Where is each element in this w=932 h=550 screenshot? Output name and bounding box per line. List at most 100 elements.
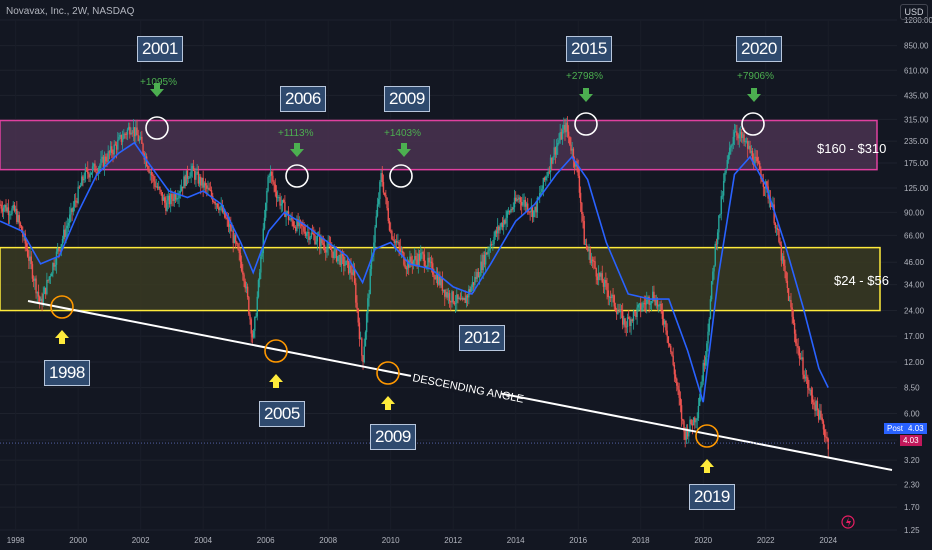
candle-body — [777, 227, 779, 231]
candle-body — [436, 274, 439, 285]
candle-body — [612, 294, 614, 296]
currency-button[interactable]: USD — [900, 4, 928, 20]
candle-body — [220, 205, 222, 207]
candle-body — [750, 150, 753, 153]
candle-body — [55, 251, 58, 265]
candle-body — [787, 287, 790, 301]
candle-body — [471, 282, 474, 288]
candle-body — [517, 199, 519, 200]
candle-body — [308, 231, 310, 240]
candle-body — [292, 221, 295, 227]
candle-body — [542, 177, 545, 189]
low-circle — [695, 424, 719, 448]
candle-body — [93, 163, 95, 167]
candle-body — [498, 226, 500, 231]
candle-body — [139, 136, 142, 139]
candle-body — [487, 250, 489, 255]
candle-body — [583, 221, 585, 245]
candle-body — [246, 286, 249, 298]
candle-body — [194, 171, 196, 180]
candle-body — [464, 297, 466, 303]
candle-body — [34, 278, 36, 281]
yellow-arrow-icon — [700, 459, 714, 473]
candle-body — [157, 186, 160, 189]
low-year-label: 2019 — [689, 484, 735, 510]
candle-body — [627, 317, 630, 319]
candle-body — [114, 144, 117, 146]
candle-body — [383, 192, 386, 195]
candle-body — [417, 253, 420, 266]
candle-body — [183, 176, 185, 189]
candle-body — [629, 318, 631, 326]
low-circle — [50, 295, 74, 319]
candle-body — [8, 214, 11, 216]
last-price-tag: 4.03 — [900, 435, 922, 446]
candle-body — [351, 272, 353, 275]
candle-body — [739, 131, 742, 135]
candle-body — [575, 161, 577, 167]
candle-body — [282, 200, 285, 202]
y-tick-label: 235.00 — [904, 137, 929, 146]
candle-body — [703, 362, 706, 366]
candle-body — [596, 276, 599, 280]
candle-body — [224, 209, 226, 218]
candle-body — [572, 148, 575, 161]
candle-body — [358, 322, 361, 340]
candle-body — [191, 165, 194, 170]
candle-body — [60, 244, 63, 251]
candle-body — [481, 261, 483, 271]
candle-body — [445, 292, 447, 297]
candle-body — [313, 233, 315, 235]
candle-body — [458, 298, 460, 299]
candle-body — [791, 307, 793, 317]
candle-body — [100, 158, 102, 166]
candle-body — [744, 141, 746, 143]
candle-body — [276, 197, 279, 199]
y-tick-label: 175.00 — [904, 159, 929, 168]
candle-body — [382, 182, 385, 193]
candle-body — [609, 296, 612, 299]
candle-body — [243, 274, 245, 282]
candle-body — [450, 301, 452, 303]
candle-body — [534, 206, 536, 211]
candle-body — [40, 298, 42, 302]
candle-body — [126, 129, 129, 135]
y-tick-label: 12.00 — [904, 358, 925, 367]
green-arrow-icon — [397, 143, 411, 157]
candle-body — [478, 275, 481, 278]
candle-body — [359, 338, 362, 340]
candle-body — [819, 410, 821, 420]
candle-body — [510, 209, 512, 213]
y-tick-label: 24.00 — [904, 307, 925, 316]
candle-body — [345, 260, 347, 265]
candle-body — [441, 278, 444, 291]
candle-body — [476, 271, 478, 279]
candle-body — [561, 129, 564, 140]
candle-body — [136, 127, 138, 136]
candle-body — [728, 147, 731, 155]
candle-body — [499, 226, 501, 231]
candle-body — [263, 217, 266, 229]
green-arrow-icon — [150, 83, 164, 97]
candle-body — [494, 230, 496, 237]
candle-body — [553, 147, 555, 158]
x-tick-label: 2018 — [632, 536, 650, 545]
candle-body — [109, 146, 112, 153]
candle-body — [88, 173, 90, 178]
candle-body — [255, 316, 257, 318]
candle-body — [141, 136, 143, 144]
candle-body — [584, 244, 587, 246]
candle-body — [826, 436, 828, 439]
candle-body — [585, 244, 588, 248]
candle-body — [694, 417, 696, 423]
candle-body — [646, 299, 648, 305]
candle-body — [535, 206, 537, 213]
candle-body — [618, 311, 620, 313]
candle-body — [281, 200, 284, 204]
candle-body — [695, 420, 697, 423]
candle-body — [67, 222, 70, 226]
candle-body — [135, 127, 137, 137]
candle-body — [736, 131, 738, 136]
candle-body — [121, 138, 124, 142]
candle-body — [712, 271, 714, 282]
